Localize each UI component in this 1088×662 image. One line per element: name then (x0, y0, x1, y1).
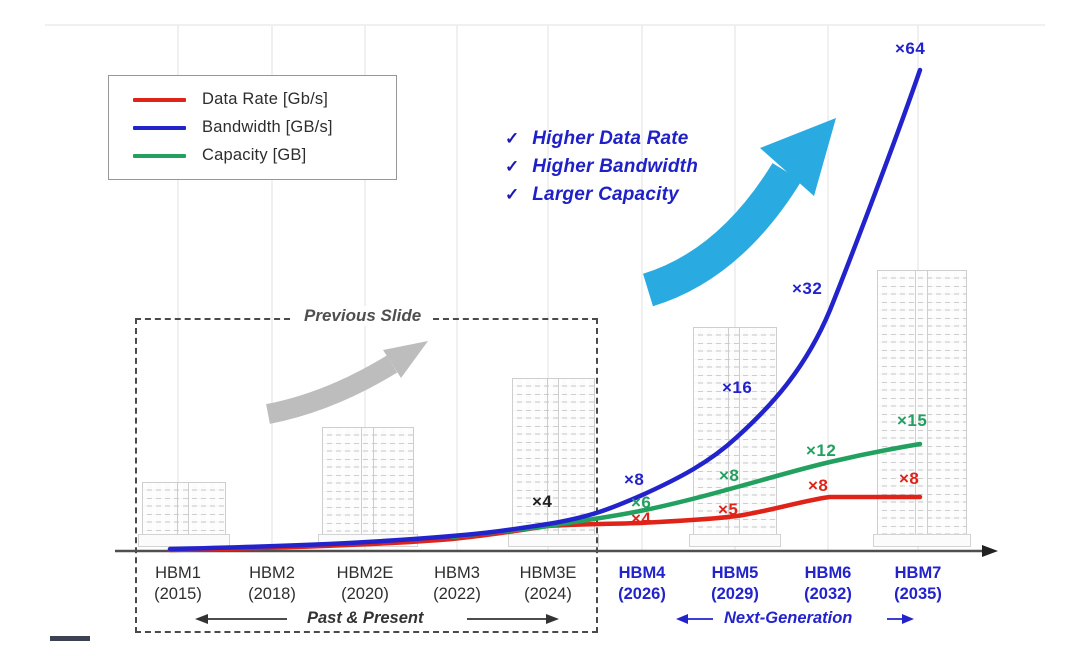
benefits-checklist: ✓ Higher Data Rate ✓ Higher Bandwidth ✓ … (505, 128, 698, 212)
point-label-hbm5-data-rate: ×5 (718, 500, 739, 519)
gray-curved-arrow (266, 355, 398, 424)
legend-item-data-rate: Data Rate [Gb/s] (133, 90, 396, 109)
x-tick-hbm2e: HBM2E (2020) (336, 564, 394, 603)
legend-label: Bandwidth [GB/s] (202, 118, 333, 136)
point-label-hbm4-bandwidth: ×8 (624, 470, 645, 489)
point-label-hbm6-bandwidth: ×32 (792, 279, 823, 298)
legend-label: Capacity [GB] (202, 146, 307, 164)
point-label-hbm6-capacity: ×12 (806, 441, 837, 460)
checklist-item: ✓ Higher Bandwidth (505, 156, 698, 177)
point-label-hbm7-bandwidth: ×64 (895, 39, 926, 58)
check-icon: ✓ (505, 129, 520, 148)
point-label-hbm5-bandwidth: ×16 (722, 378, 753, 397)
x-axis-arrow-head (982, 545, 998, 557)
point-label-hbm3e-shared: ×4 (532, 492, 553, 511)
growth-arrow-head (760, 118, 836, 196)
x-tick-hbm6: HBM6 (2032) (804, 564, 852, 603)
growth-arrow-shaft (642, 163, 802, 307)
point-label-hbm7-data-rate: ×8 (899, 469, 920, 488)
tsv-columns (728, 328, 741, 534)
point-label-hbm5-capacity: ×8 (719, 466, 740, 485)
legend-label: Data Rate [Gb/s] (202, 90, 329, 108)
x-tick-hbm5: HBM5 (2029) (711, 564, 759, 603)
checklist-item: ✓ Higher Data Rate (505, 128, 689, 149)
legend-item-bandwidth: Bandwidth [GB/s] (133, 118, 396, 137)
checklist-item: ✓ Larger Capacity (505, 184, 679, 205)
x-tick-hbm4: HBM4 (2026) (618, 564, 666, 603)
tsv-columns (360, 428, 374, 534)
stack-base (689, 534, 781, 547)
tsv-columns (547, 379, 559, 534)
gray-arrow-head (383, 341, 428, 378)
stack-base (508, 534, 599, 547)
next-generation-label: Next-Generation (724, 609, 853, 627)
chip-stack-hbm7 (873, 270, 971, 547)
x-tick-hbm3e: HBM3E (2024) (519, 564, 577, 603)
next-gen-arrow-left-head (676, 614, 688, 624)
slide-footer-dash (50, 636, 90, 641)
stack-base (873, 534, 971, 547)
x-tick-hbm3: HBM3 (2022) (433, 564, 481, 603)
point-label-hbm7-capacity: ×15 (897, 411, 928, 430)
tsv-columns (914, 271, 928, 534)
legend-item-capacity: Capacity [GB] (133, 146, 396, 165)
data-rate-swatch (133, 97, 186, 102)
present-arrow-right-head (546, 614, 559, 624)
bandwidth-line (167, 67, 923, 552)
capacity-swatch (133, 153, 186, 158)
chip-stack-hbm5 (689, 327, 781, 547)
chip-stack-hbm3e (508, 378, 599, 547)
bandwidth-swatch (133, 125, 186, 130)
point-label-hbm4-capacity: ×6 (631, 493, 652, 512)
x-tick-hbm7: HBM7 (2035) (894, 564, 942, 603)
chart-legend: Data Rate [Gb/s] Bandwidth [GB/s] Capaci… (108, 75, 397, 180)
point-label-hbm6-data-rate: ×8 (808, 476, 829, 495)
x-tick-hbm1: HBM1 (2015) (154, 564, 202, 603)
check-icon: ✓ (505, 157, 520, 176)
next-gen-arrow-right-head (902, 614, 914, 624)
point-label-hbm4-data-rate: ×4 (631, 509, 652, 528)
past-arrow-left-head (195, 614, 208, 624)
x-tick-hbm2: HBM2 (2018) (248, 564, 296, 603)
capacity-line (449, 441, 923, 540)
tsv-columns (177, 483, 190, 534)
previous-slide-label: Previous Slide (292, 306, 434, 326)
check-icon: ✓ (505, 185, 520, 204)
past-present-label: Past & Present (307, 609, 424, 627)
